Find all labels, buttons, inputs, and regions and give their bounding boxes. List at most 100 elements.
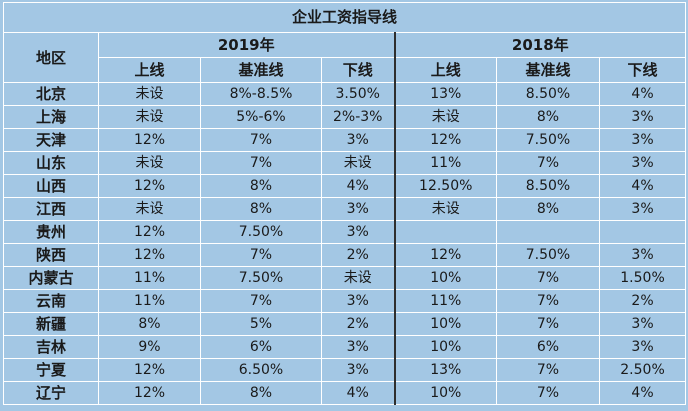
value-cell: 12% bbox=[98, 358, 201, 382]
value-cell: 6% bbox=[496, 335, 600, 359]
table-row: 辽宁 12% 8% 4% 10% 7% 4% bbox=[3, 381, 687, 405]
region-cell: 吉林 bbox=[3, 335, 99, 359]
value-cell: 10% bbox=[393, 312, 497, 336]
value-cell: 3% bbox=[598, 105, 687, 129]
value-cell: 未设 bbox=[98, 105, 201, 129]
value-cell: 未设 bbox=[393, 105, 497, 129]
value-cell: 3% bbox=[598, 335, 687, 359]
region-cell: 山西 bbox=[3, 174, 99, 198]
value-cell: 4% bbox=[598, 381, 687, 405]
table-row: 宁夏 12% 6.50% 3% 13% 7% 2.50% bbox=[3, 358, 687, 382]
value-cell: 3% bbox=[321, 289, 395, 313]
value-cell: 10% bbox=[393, 381, 497, 405]
value-cell: 3% bbox=[598, 312, 687, 336]
value-cell: 12.50% bbox=[393, 174, 497, 198]
value-cell: 7% bbox=[496, 358, 600, 382]
value-cell: 3% bbox=[598, 151, 687, 175]
table-row: 山西 12% 8% 4% 12.50% 8.50% 4% bbox=[3, 174, 687, 198]
value-cell: 7% bbox=[200, 151, 322, 175]
value-cell: 12% bbox=[98, 174, 201, 198]
col-header-lower-2019: 下线 bbox=[321, 57, 395, 83]
table-row: 上海 未设 5%-6% 2%-3% 未设 8% 3% bbox=[3, 105, 687, 129]
value-cell: 9% bbox=[98, 335, 201, 359]
value-cell: 8% bbox=[200, 381, 322, 405]
value-cell: 3% bbox=[321, 128, 395, 152]
value-cell: 2%-3% bbox=[321, 105, 395, 129]
value-cell: 7.50% bbox=[200, 266, 322, 290]
value-cell: 11% bbox=[98, 289, 201, 313]
region-cell: 新疆 bbox=[3, 312, 99, 336]
region-cell: 贵州 bbox=[3, 220, 99, 244]
table-row: 江西 未设 8% 3% 未设 8% 3% bbox=[3, 197, 687, 221]
value-cell: 8% bbox=[200, 197, 322, 221]
value-cell: 7% bbox=[496, 266, 600, 290]
value-cell: 未设 bbox=[393, 197, 497, 221]
value-cell: 4% bbox=[321, 381, 395, 405]
table-row: 吉林 9% 6% 3% 10% 6% 3% bbox=[3, 335, 687, 359]
region-cell: 云南 bbox=[3, 289, 99, 313]
value-cell: 未设 bbox=[98, 151, 201, 175]
value-cell bbox=[496, 220, 600, 244]
value-cell: 10% bbox=[393, 266, 497, 290]
value-cell: 7.50% bbox=[496, 243, 600, 267]
value-cell: 2.50% bbox=[598, 358, 687, 382]
value-cell: 6% bbox=[200, 335, 322, 359]
value-cell: 7.50% bbox=[200, 220, 322, 244]
value-cell: 6.50% bbox=[200, 358, 322, 382]
region-cell: 北京 bbox=[3, 82, 99, 106]
region-cell: 内蒙古 bbox=[3, 266, 99, 290]
value-cell: 12% bbox=[98, 128, 201, 152]
value-cell: 7% bbox=[200, 289, 322, 313]
col-header-upper-2019: 上线 bbox=[98, 57, 201, 83]
region-cell: 陕西 bbox=[3, 243, 99, 267]
value-cell: 12% bbox=[98, 243, 201, 267]
table-row: 陕西 12% 7% 2% 12% 7.50% 3% bbox=[3, 243, 687, 267]
value-cell: 8.50% bbox=[496, 82, 600, 106]
value-cell: 10% bbox=[393, 335, 497, 359]
value-cell: 7% bbox=[496, 289, 600, 313]
value-cell: 2% bbox=[321, 243, 395, 267]
value-cell: 5%-6% bbox=[200, 105, 322, 129]
value-cell: 13% bbox=[393, 358, 497, 382]
value-cell bbox=[598, 220, 687, 244]
value-cell: 3% bbox=[598, 243, 687, 267]
value-cell: 7% bbox=[496, 151, 600, 175]
value-cell: 2% bbox=[598, 289, 687, 313]
value-cell: 8.50% bbox=[496, 174, 600, 198]
region-cell: 山东 bbox=[3, 151, 99, 175]
region-cell: 江西 bbox=[3, 197, 99, 221]
region-cell: 辽宁 bbox=[3, 381, 99, 405]
value-cell: 5% bbox=[200, 312, 322, 336]
value-cell: 2% bbox=[321, 312, 395, 336]
value-cell: 7.50% bbox=[496, 128, 600, 152]
value-cell: 未设 bbox=[321, 151, 395, 175]
value-cell: 3% bbox=[321, 197, 395, 221]
value-cell bbox=[393, 220, 497, 244]
year-2019-header: 2019年 bbox=[98, 32, 395, 58]
table-row: 天津 12% 7% 3% 12% 7.50% 3% bbox=[3, 128, 687, 152]
value-cell: 11% bbox=[393, 151, 497, 175]
table-title: 企业工资指导线 bbox=[2, 2, 687, 33]
value-cell: 7% bbox=[496, 381, 600, 405]
value-cell: 8% bbox=[200, 174, 322, 198]
value-cell: 4% bbox=[598, 82, 687, 106]
table-row: 山东 未设 7% 未设 11% 7% 3% bbox=[3, 151, 687, 175]
value-cell: 8% bbox=[496, 197, 600, 221]
region-cell: 上海 bbox=[3, 105, 99, 129]
value-cell: 7% bbox=[200, 128, 322, 152]
table-row: 北京 未设 8%-8.5% 3.50% 13% 8.50% 4% bbox=[3, 82, 687, 106]
region-cell: 宁夏 bbox=[3, 358, 99, 382]
value-cell: 未设 bbox=[321, 266, 395, 290]
table-row: 云南 11% 7% 3% 11% 7% 2% bbox=[3, 289, 687, 313]
value-cell: 1.50% bbox=[598, 266, 687, 290]
value-cell: 11% bbox=[393, 289, 497, 313]
value-cell: 3% bbox=[321, 335, 395, 359]
table-row: 新疆 8% 5% 2% 10% 7% 3% bbox=[3, 312, 687, 336]
col-header-base-2018: 基准线 bbox=[496, 57, 600, 83]
value-cell: 7% bbox=[200, 243, 322, 267]
region-header: 地区 bbox=[3, 32, 99, 83]
value-cell: 未设 bbox=[98, 197, 201, 221]
value-cell: 4% bbox=[321, 174, 395, 198]
region-cell: 天津 bbox=[3, 128, 99, 152]
